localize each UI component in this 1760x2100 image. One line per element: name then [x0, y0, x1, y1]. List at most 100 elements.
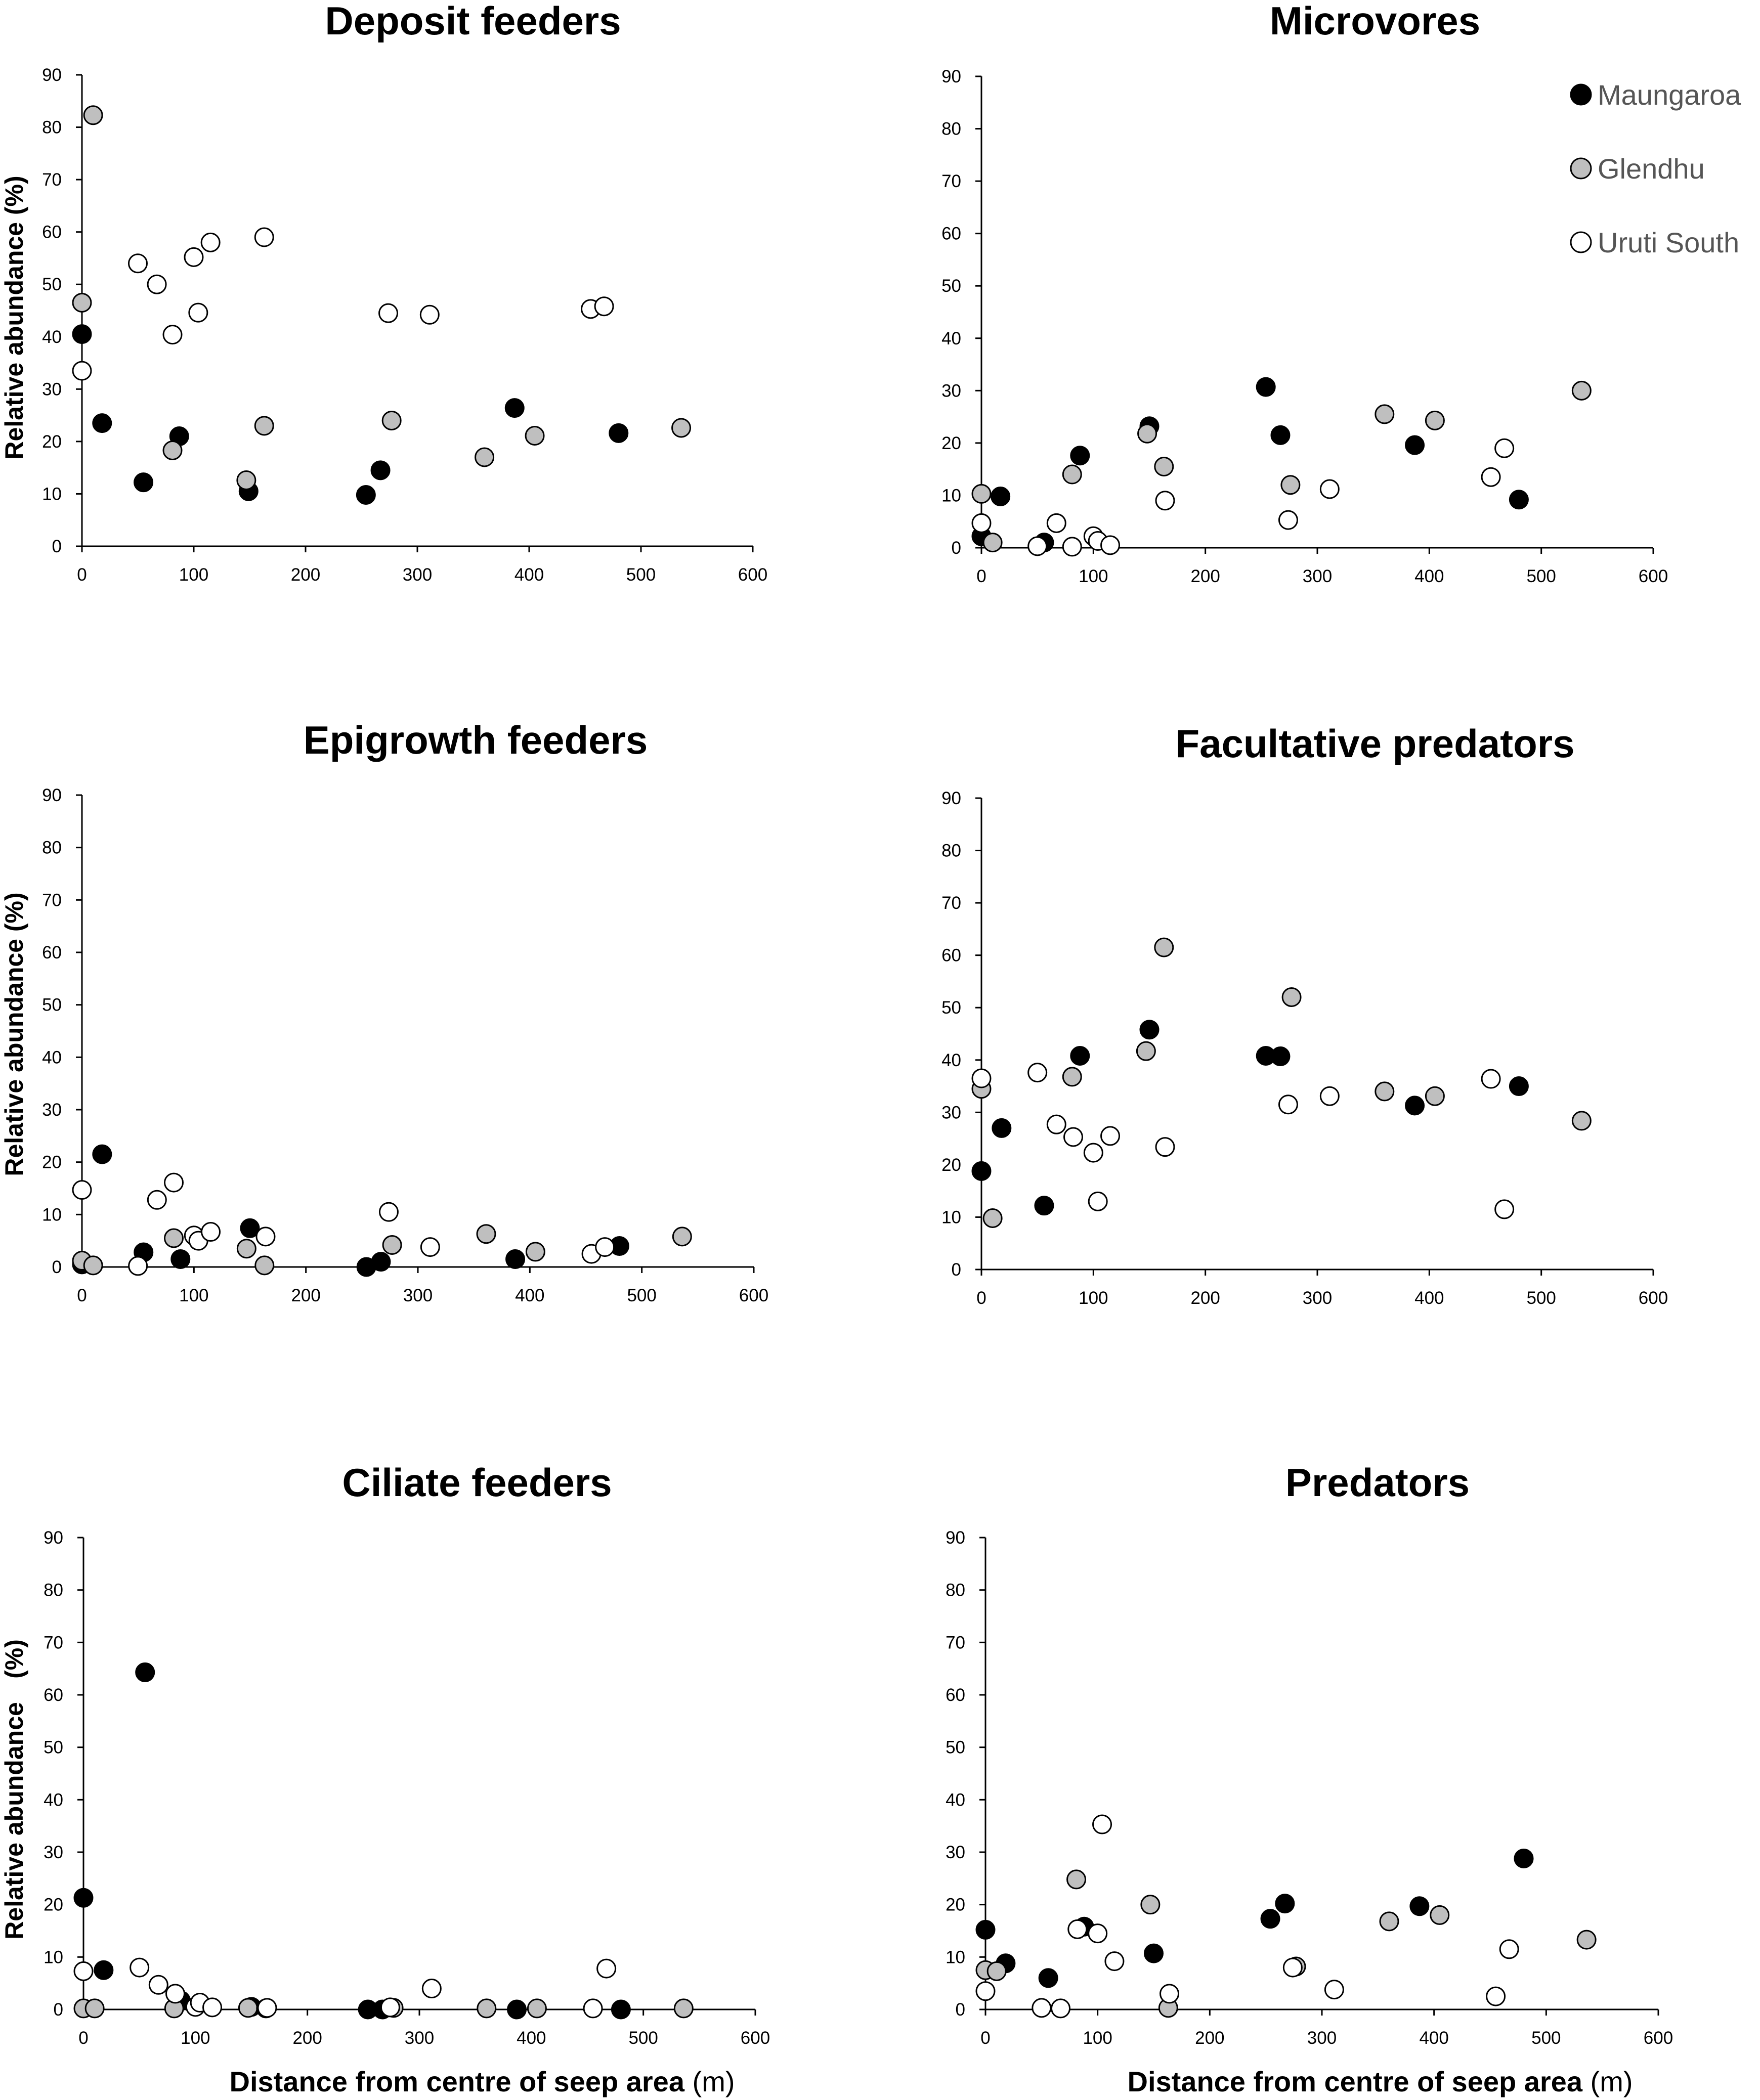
point-maungaroa [135, 1662, 155, 1682]
point-uruti-south [1062, 537, 1082, 557]
y-tick-label: 60 [941, 946, 961, 966]
point-maungaroa [1405, 1096, 1425, 1116]
point-uruti-south [73, 1961, 94, 1981]
point-glendhu [1425, 410, 1445, 430]
point-uruti-south [975, 1981, 996, 2001]
point-uruti-south [1319, 479, 1340, 499]
x-tick-label: 600 [741, 2028, 770, 2048]
x-tick-label: 300 [403, 1286, 433, 1305]
point-glendhu [982, 533, 1003, 553]
y-tick-label: 50 [941, 998, 961, 1018]
point-glendhu [1571, 380, 1592, 401]
point-maungaroa [1260, 1909, 1280, 1929]
point-uruti-south [1282, 1957, 1303, 1978]
y-tick-label: 30 [941, 1103, 961, 1122]
point-glendhu [971, 484, 992, 504]
y-tick-label: 70 [42, 170, 62, 190]
y-tick-label: 0 [952, 538, 961, 558]
point-glendhu [673, 1998, 694, 2019]
y-tick-label: 10 [42, 1205, 62, 1224]
y-tick-label: 50 [44, 1738, 63, 1758]
series-uruti-south [971, 438, 1515, 557]
chart-microvores: Microvores 0 10 20 30 40 50 60 70 80 90 0 100 200 300 4… [941, 0, 1668, 586]
y-tick-label: 80 [941, 119, 961, 139]
point-uruti-south [162, 325, 183, 345]
point-uruti-south [201, 1222, 221, 1242]
point-uruti-south [148, 1975, 168, 1995]
x-tick-label: 100 [1079, 1288, 1108, 1308]
y-tick-label: 80 [946, 1581, 965, 1600]
point-maungaroa [1034, 1196, 1054, 1216]
x-tick-label: 0 [976, 566, 986, 586]
y-tick-label: 60 [42, 943, 62, 963]
point-glendhu [1576, 1930, 1597, 1950]
x-axis-unit-left: (m) [693, 2066, 735, 2097]
series-uruti-south [72, 1172, 615, 1276]
point-glendhu [1280, 475, 1301, 495]
point-uruti-south [380, 1997, 400, 2018]
point-uruti-south [147, 1190, 167, 1210]
point-uruti-south [594, 296, 614, 317]
point-uruti-south [1155, 1137, 1175, 1157]
x-tick-label: 500 [1526, 1288, 1556, 1308]
point-uruti-south [583, 1998, 603, 2019]
point-maungaroa [92, 413, 112, 433]
y-axis-title-row1: Relative abundance (%) [0, 176, 28, 459]
point-maungaroa [170, 1249, 191, 1269]
point-glendhu [83, 105, 103, 125]
point-maungaroa [991, 487, 1011, 507]
x-axis-title-right: Distance from centre of seep area (m) [1128, 2066, 1633, 2097]
chart-predators: Predators 0 10 20 30 40 50 60 70 80 90 0 100 200 300 40… [946, 1460, 1673, 2048]
point-uruti-south [130, 1957, 150, 1978]
y-tick-label: 10 [44, 1947, 63, 1967]
point-uruti-south [421, 1979, 442, 1999]
point-maungaroa [971, 1161, 992, 1181]
point-uruti-south [378, 303, 399, 323]
point-glendhu [1137, 423, 1157, 444]
y-tick-label: 70 [941, 893, 961, 913]
point-uruti-south [200, 232, 221, 252]
point-glendhu [236, 1239, 256, 1259]
y-tick-label: 10 [946, 1947, 965, 1967]
point-uruti-south [378, 1202, 399, 1222]
y-tick-label: 80 [42, 838, 62, 858]
point-uruti-south [1155, 491, 1175, 511]
point-glendhu [1375, 1081, 1395, 1102]
y-tick-label: 20 [946, 1895, 965, 1915]
x-tick-label: 400 [1414, 566, 1444, 586]
point-glendhu [671, 418, 692, 438]
y-tick-label: 10 [941, 1207, 961, 1227]
point-uruti-south [72, 361, 92, 381]
y-tick-label: 90 [941, 67, 961, 86]
y-tick-label: 70 [946, 1633, 965, 1652]
point-glendhu [1375, 404, 1395, 424]
x-tick-label: 0 [77, 1286, 87, 1305]
point-glendhu [1379, 1911, 1399, 1932]
x-axis-unit-right: (m) [1591, 2066, 1633, 2097]
x-tick-label: 100 [1079, 566, 1108, 586]
x-tick-label: 400 [517, 2028, 546, 2048]
point-uruti-south [1083, 1143, 1103, 1163]
x-tick-label: 100 [179, 565, 208, 585]
point-glendhu [72, 292, 92, 313]
point-uruti-south [1092, 1814, 1112, 1834]
point-glendhu [83, 1255, 103, 1276]
point-maungaroa [1275, 1894, 1295, 1914]
point-uruti-south [1088, 1923, 1108, 1944]
y-tick-label: 90 [42, 65, 62, 85]
y-axis-title-row2: Relative abundance (%) [0, 892, 28, 1176]
point-uruti-south [419, 304, 440, 325]
point-uruti-south [1494, 1199, 1515, 1219]
x-tick-label: 600 [739, 1286, 768, 1305]
point-uruti-south [1046, 513, 1066, 533]
y-tick-label: 60 [946, 1685, 965, 1705]
point-uruti-south [1104, 1951, 1125, 1972]
point-glendhu [163, 1228, 184, 1248]
y-tick-label: 90 [44, 1528, 63, 1548]
point-uruti-south [1100, 1126, 1121, 1146]
point-uruti-south [184, 247, 204, 267]
series-maungaroa [72, 1144, 629, 1277]
y-tick-label: 90 [42, 785, 62, 805]
point-glendhu [238, 1998, 258, 2018]
